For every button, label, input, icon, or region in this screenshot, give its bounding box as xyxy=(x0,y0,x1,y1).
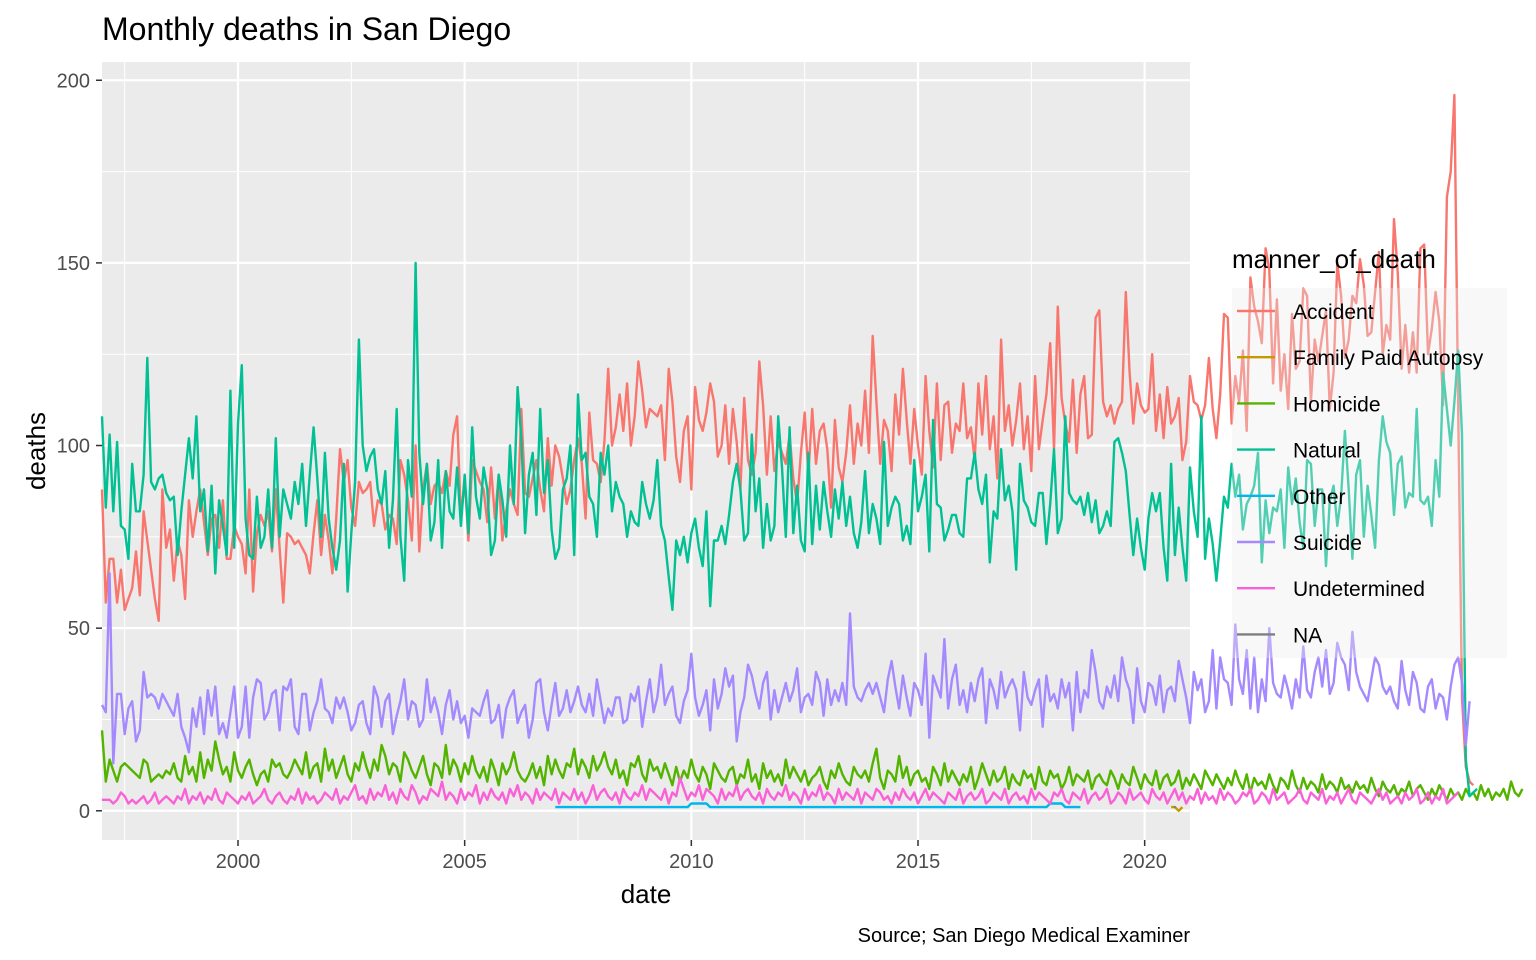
y-tick-label: 100 xyxy=(57,436,90,458)
legend-label-family-paid-autopsy: Family Paid Autopsy xyxy=(1293,347,1484,370)
ticks: 0 50 100 150 200 2000 2005 2010 2015 2020 xyxy=(57,70,1167,873)
legend-label-natural: Natural xyxy=(1293,440,1361,463)
legend-label-homicide: Homicide xyxy=(1293,393,1381,416)
x-axis-title: date xyxy=(621,879,672,909)
series-line-other xyxy=(555,802,1081,809)
plot-panel xyxy=(102,62,1190,840)
series-line-natural xyxy=(100,261,1478,798)
legend-box xyxy=(1232,288,1507,658)
series-line-homicide xyxy=(100,730,1524,801)
x-tick-label: 2005 xyxy=(442,851,487,873)
y-tick-label: 150 xyxy=(57,253,90,275)
legend-label-accident: Accident xyxy=(1293,301,1374,324)
x-tick-label: 2010 xyxy=(669,851,714,873)
chart-title: Monthly deaths in San Diego xyxy=(102,11,511,47)
legend-title: manner_of_death xyxy=(1232,244,1436,274)
y-tick-label: 0 xyxy=(79,801,90,823)
y-tick-label: 50 xyxy=(68,618,90,640)
x-tick-label: 2015 xyxy=(896,851,941,873)
caption: Source; San Diego Medical Examiner xyxy=(858,925,1191,947)
legend-label-na: NA xyxy=(1293,624,1322,647)
series-line-undetermined xyxy=(102,776,1460,805)
legend-label-undetermined: Undetermined xyxy=(1293,578,1425,601)
legend: Accident Family Paid Autopsy Homicide Natur… xyxy=(1237,301,1484,647)
legend-label-suicide: Suicide xyxy=(1293,532,1362,555)
y-tick-label: 200 xyxy=(57,70,90,92)
series-line-suicide xyxy=(100,572,1471,765)
series-point-na xyxy=(1173,805,1177,809)
x-tick-label: 2000 xyxy=(216,851,261,873)
x-tick-label: 2020 xyxy=(1122,851,1167,873)
series-group xyxy=(100,93,1524,812)
y-axis-title: deaths xyxy=(21,412,51,490)
legend-label-other: Other xyxy=(1293,486,1346,509)
series-line-family-paid-autopsy xyxy=(1171,805,1184,812)
